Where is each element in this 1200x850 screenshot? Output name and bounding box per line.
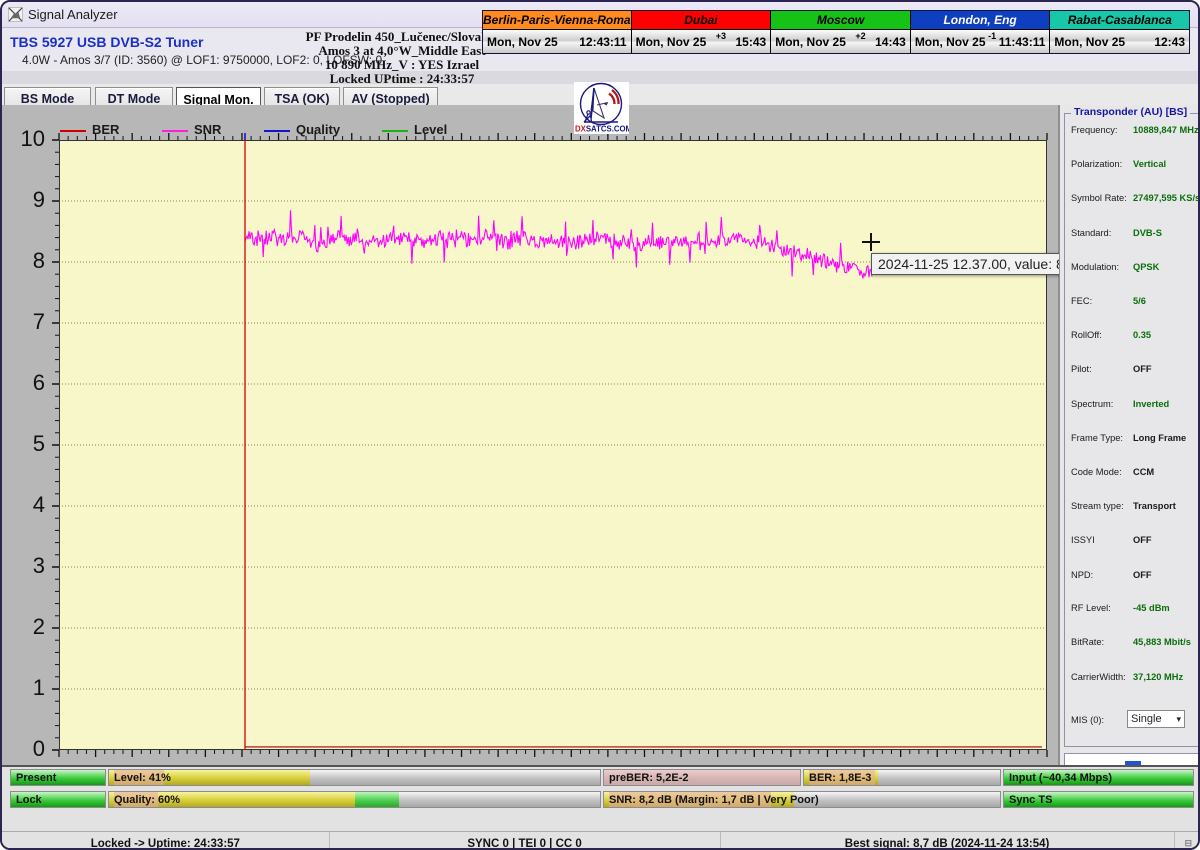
svg-text:5: 5 [33,431,45,456]
svg-text:1: 1 [33,675,45,700]
svg-text:10: 10 [21,126,45,151]
svg-text:9: 9 [33,187,45,212]
svg-text:8: 8 [33,248,45,273]
svg-text:2: 2 [33,614,45,639]
svg-text:4: 4 [33,492,45,517]
svg-text:0: 0 [33,736,45,761]
svg-text:DXSATCS.COM: DXSATCS.COM [575,125,629,134]
svg-text:6: 6 [33,370,45,395]
svg-text:3: 3 [33,553,45,578]
svg-text:7: 7 [33,309,45,334]
